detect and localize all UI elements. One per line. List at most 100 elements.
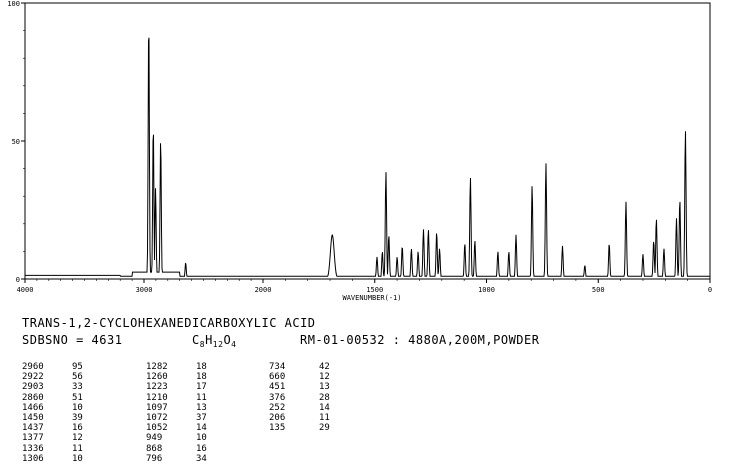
peak-row: 451 13 xyxy=(269,382,359,392)
peak-row: 660 12 xyxy=(269,372,359,382)
peak-wavenumber: 1306 xyxy=(22,453,44,464)
x-tick-label: 3000 xyxy=(136,286,153,294)
peak-intensity: 10 xyxy=(72,453,83,464)
peak-wavenumber: 135 xyxy=(269,423,286,434)
spectrum-line xyxy=(25,37,710,277)
peak-intensity: 95 xyxy=(72,362,83,372)
peak-row: 1450 39 xyxy=(22,413,112,423)
axis-tick-labels: 4000 3000 2000 1500 1000 500 0 0 50 100 xyxy=(7,0,712,294)
formula-h: H xyxy=(205,333,213,347)
peak-wavenumber: 1260 xyxy=(146,372,168,383)
peak-intensity: 11 xyxy=(319,413,330,424)
y-tick-label: 0 xyxy=(16,276,20,284)
peak-wavenumber: 868 xyxy=(146,443,163,454)
plot-frame xyxy=(24,2,711,280)
peak-row: 1097 13 xyxy=(146,403,236,413)
peak-intensity: 18 xyxy=(196,372,207,383)
peak-row: 2903 33 xyxy=(22,382,112,392)
peak-intensity: 14 xyxy=(319,402,330,413)
peak-intensity: 51 xyxy=(72,392,83,403)
peak-intensity: 42 xyxy=(319,362,330,372)
peak-row: 1377 12 xyxy=(22,433,112,443)
peak-wavenumber: 1336 xyxy=(22,443,44,454)
formula-o: O xyxy=(223,333,232,347)
peak-wavenumber: 1466 xyxy=(22,402,44,413)
peak-row: 1052 14 xyxy=(146,423,236,433)
peak-intensity: 12 xyxy=(319,372,330,383)
peak-row: 1210 11 xyxy=(146,393,236,403)
peak-intensity: 37 xyxy=(196,413,207,424)
peak-wavenumber: 1072 xyxy=(146,413,168,424)
peak-intensity: 34 xyxy=(196,453,207,464)
peak-row: 949 10 xyxy=(146,433,236,443)
peak-intensity: 16 xyxy=(196,443,207,454)
peak-row: 135 29 xyxy=(269,423,359,433)
peak-row: 1223 17 xyxy=(146,382,236,392)
peak-row: 376 28 xyxy=(269,393,359,403)
ir-spectrum-chart: 4000 3000 2000 1500 1000 500 0 0 50 100 WAVENUMBE… xyxy=(7,0,712,302)
x-tick-label: 0 xyxy=(708,286,712,294)
peak-intensity: 12 xyxy=(72,433,83,444)
peak-row: 2860 51 xyxy=(22,393,112,403)
plot-border xyxy=(24,2,711,280)
peak-wavenumber: 1223 xyxy=(146,382,168,393)
peak-intensity: 11 xyxy=(196,392,207,403)
peak-row: 1072 37 xyxy=(146,413,236,423)
peak-wavenumber: 252 xyxy=(269,402,286,413)
peak-table-column-2: 1282 18 1260 18 1223 17 1210 11 1097 13 1072 37 1052… xyxy=(146,362,236,464)
peak-intensity: 28 xyxy=(319,392,330,403)
peak-row: 2960 95 xyxy=(22,362,112,372)
peak-intensity: 13 xyxy=(319,382,330,393)
compound-name: TRANS-1,2-CYCLOHEXANEDICARBOXYLIC ACID xyxy=(22,316,316,330)
peak-intensity: 10 xyxy=(196,433,207,444)
y-tick-label: 50 xyxy=(12,138,20,146)
peak-wavenumber: 1437 xyxy=(22,423,44,434)
peak-wavenumber: 451 xyxy=(269,382,286,393)
peak-table-column-3: 734 42 660 12 451 13 376 28 252 14 206 11 135 29 xyxy=(269,362,359,433)
peak-row: 1437 16 xyxy=(22,423,112,433)
x-tick-label: 500 xyxy=(592,286,605,294)
peak-intensity: 33 xyxy=(72,382,83,393)
peak-wavenumber: 2960 xyxy=(22,362,44,372)
peak-wavenumber: 1282 xyxy=(146,362,168,372)
formula-c: C xyxy=(192,333,200,347)
x-axis-label: WAVENUMBER(-1) xyxy=(342,294,401,302)
x-tick-label: 2000 xyxy=(255,286,272,294)
peak-wavenumber: 660 xyxy=(269,372,286,383)
peak-row: 1260 18 xyxy=(146,372,236,382)
peak-row: 1306 10 xyxy=(22,454,112,464)
peak-wavenumber: 1210 xyxy=(146,392,168,403)
peak-intensity: 18 xyxy=(196,362,207,372)
peak-intensity: 13 xyxy=(196,402,207,413)
peak-wavenumber: 376 xyxy=(269,392,286,403)
peak-row: 796 34 xyxy=(146,454,236,464)
peak-intensity: 16 xyxy=(72,423,83,434)
peak-row: 206 11 xyxy=(269,413,359,423)
peak-intensity: 14 xyxy=(196,423,207,434)
axis-ticks xyxy=(21,2,711,283)
peak-row: 868 16 xyxy=(146,444,236,454)
peak-row: 1466 10 xyxy=(22,403,112,413)
peak-intensity: 56 xyxy=(72,372,83,383)
peak-row: 252 14 xyxy=(269,403,359,413)
peak-wavenumber: 1377 xyxy=(22,433,44,444)
peak-wavenumber: 2903 xyxy=(22,382,44,393)
peak-wavenumber: 734 xyxy=(269,362,286,372)
peak-wavenumber: 2922 xyxy=(22,372,44,383)
measurement-info: RM-01-00532 : 4880A,200M,POWDER xyxy=(300,333,540,347)
peak-wavenumber: 2860 xyxy=(22,392,44,403)
y-tick-label: 100 xyxy=(7,0,20,8)
peak-wavenumber: 796 xyxy=(146,453,163,464)
x-tick-label: 1000 xyxy=(478,286,495,294)
peak-intensity: 29 xyxy=(319,423,330,434)
peak-row: 2922 56 xyxy=(22,372,112,382)
x-tick-label: 4000 xyxy=(17,286,34,294)
peak-row: 734 42 xyxy=(269,362,359,372)
peak-intensity: 17 xyxy=(196,382,207,393)
peak-row: 1282 18 xyxy=(146,362,236,372)
sdbs-number: SDBSNO = 4631 xyxy=(22,333,123,347)
formula-o-count: 4 xyxy=(231,340,237,349)
peak-intensity: 11 xyxy=(72,443,83,454)
peak-wavenumber: 1450 xyxy=(22,413,44,424)
peak-wavenumber: 1097 xyxy=(146,402,168,413)
